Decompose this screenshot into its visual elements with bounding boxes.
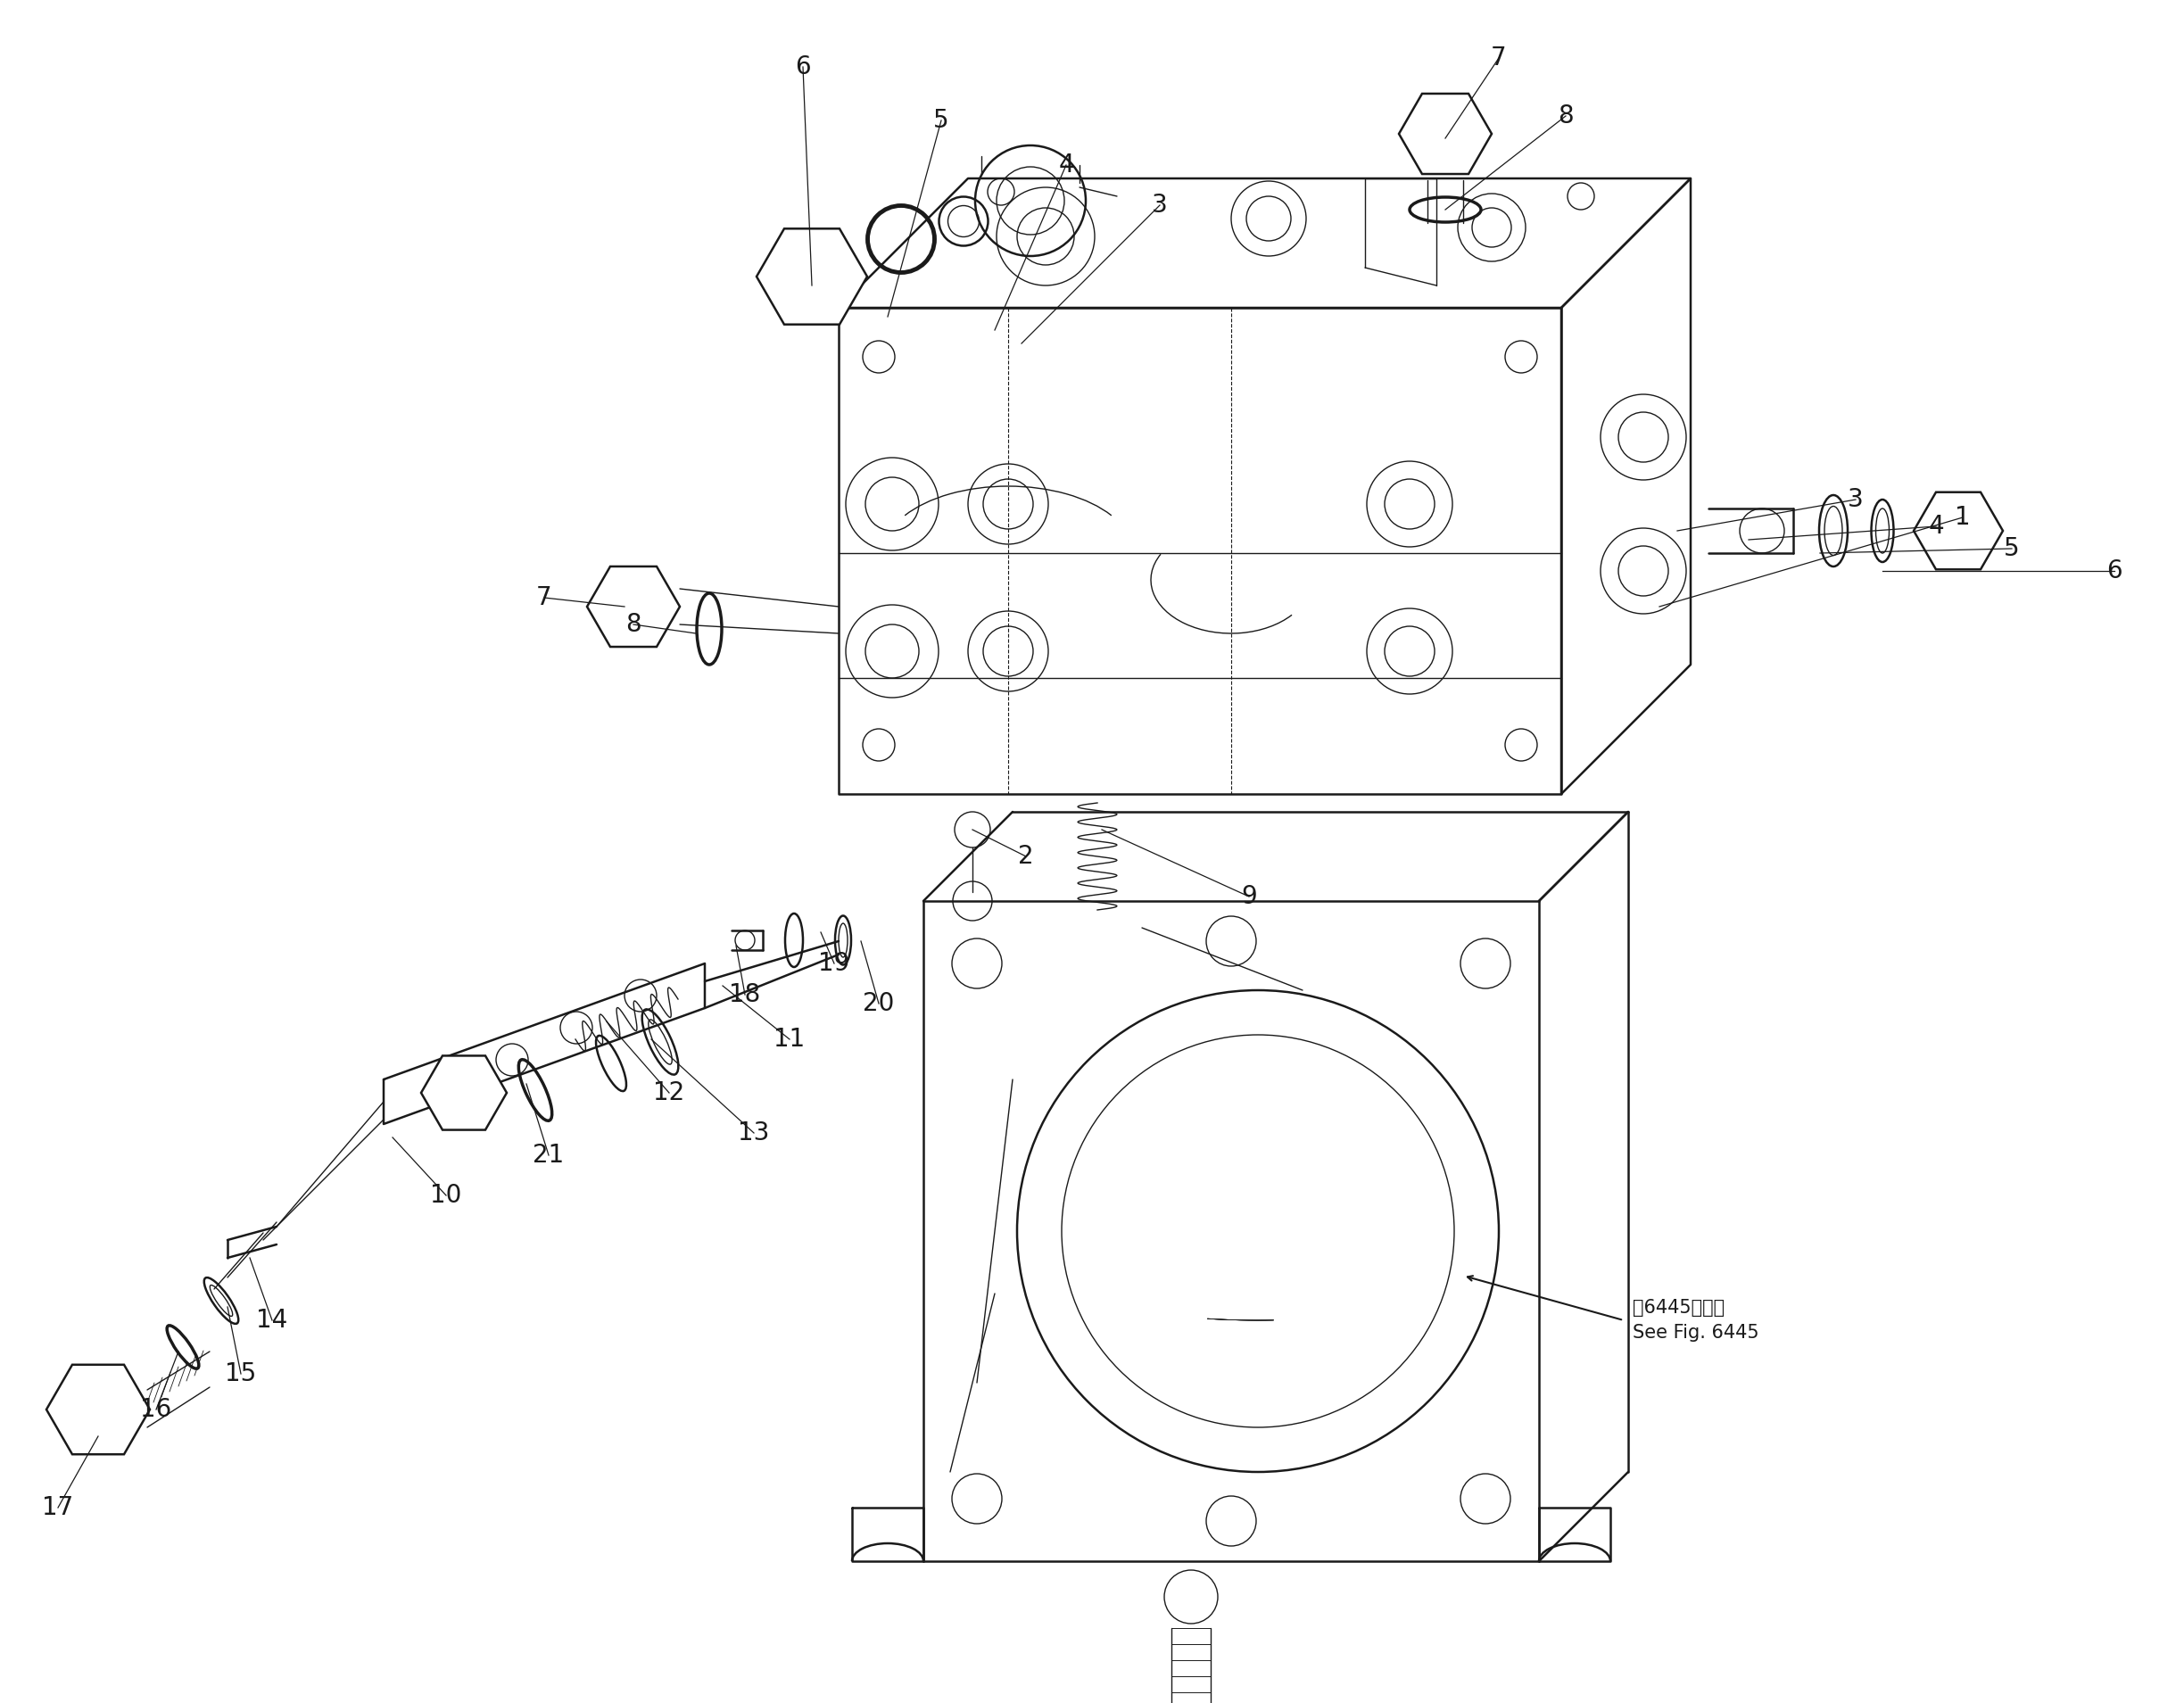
Text: 18: 18 <box>729 983 760 1006</box>
Polygon shape <box>852 1507 924 1562</box>
Text: 4: 4 <box>1928 514 1944 538</box>
Polygon shape <box>839 308 1562 794</box>
Text: 9: 9 <box>1241 884 1258 909</box>
Polygon shape <box>1400 94 1492 174</box>
Text: 1: 1 <box>1955 504 1970 530</box>
Polygon shape <box>46 1364 151 1454</box>
Text: 11: 11 <box>773 1027 806 1052</box>
Text: 17: 17 <box>41 1495 74 1521</box>
Text: 16: 16 <box>140 1396 173 1422</box>
Text: 3: 3 <box>1151 192 1168 218</box>
Text: 6: 6 <box>2108 559 2123 584</box>
Text: 8: 8 <box>1557 104 1575 128</box>
Text: 5: 5 <box>933 107 950 133</box>
Text: 7: 7 <box>1492 46 1507 70</box>
Polygon shape <box>839 179 1690 308</box>
Text: 8: 8 <box>625 611 642 637</box>
Polygon shape <box>422 1056 507 1129</box>
Text: 第6445図参照
See Fig. 6445: 第6445図参照 See Fig. 6445 <box>1634 1299 1758 1342</box>
Text: 2: 2 <box>1018 845 1033 869</box>
Text: 13: 13 <box>738 1121 769 1146</box>
Text: 6: 6 <box>795 54 810 80</box>
Polygon shape <box>1913 492 2003 569</box>
Text: 20: 20 <box>863 991 895 1017</box>
Text: 21: 21 <box>533 1143 563 1168</box>
Polygon shape <box>756 228 867 325</box>
Polygon shape <box>1540 1507 1610 1562</box>
Text: 14: 14 <box>256 1308 288 1333</box>
Text: 5: 5 <box>2005 536 2020 560</box>
Polygon shape <box>1562 179 1690 794</box>
Text: 4: 4 <box>1059 153 1075 177</box>
Text: 19: 19 <box>819 950 850 976</box>
Text: 10: 10 <box>430 1184 461 1207</box>
Polygon shape <box>587 567 679 647</box>
Text: 12: 12 <box>653 1080 686 1105</box>
Text: 3: 3 <box>1848 487 1863 513</box>
Text: 7: 7 <box>537 586 553 610</box>
Text: 15: 15 <box>225 1361 256 1386</box>
Polygon shape <box>384 964 705 1124</box>
